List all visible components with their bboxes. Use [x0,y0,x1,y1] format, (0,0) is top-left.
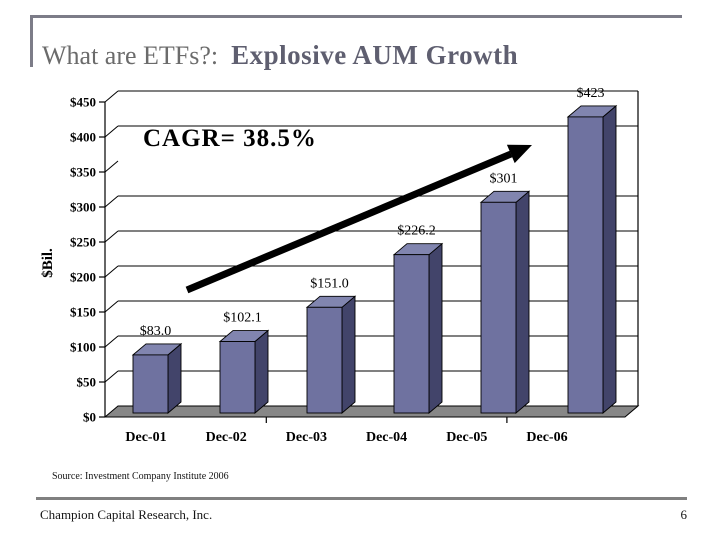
bar [219,341,256,414]
trend-arrow-head [506,144,532,164]
footer-divider [36,497,687,500]
x-category-label: Dec-04 [366,430,407,445]
y-grid-diagonal [104,300,119,313]
bar-side-face [515,190,530,414]
y-grid-diagonal [104,370,119,383]
footer-company: Champion Capital Research, Inc. [40,507,213,522]
y-tick-label: $0 [83,410,96,425]
bar-value-label: $226.2 [397,224,436,239]
y-axis-title: $Bil. [40,248,56,278]
trend-arrow-shaft [185,150,513,294]
y-tick-label: $450 [70,95,96,110]
slide-title: What are ETFs?: Explosive AUM Growth [42,40,519,71]
bar-side-face [341,295,356,414]
y-grid-diagonal [104,125,119,138]
bar-value-label: $83.0 [140,324,172,339]
bar-side-face [428,242,443,414]
bar [306,306,343,414]
bar [393,254,430,414]
bar-value-label: $301 [490,171,518,186]
y-grid-diagonal [104,265,119,278]
cagr-annotation: CAGR= 38.5% [143,125,317,152]
page-number: 6 [680,507,688,522]
x-category-label: Dec-02 [206,430,247,445]
title-rule-horizontal [30,15,682,18]
y-tick-label: $100 [70,340,96,355]
bar [567,116,604,414]
title-main: Explosive AUM Growth [231,40,519,70]
y-tick-label: $200 [70,270,96,285]
y-grid-diagonal [104,335,119,348]
bar-value-label: $102.1 [223,311,262,326]
x-category-label: Dec-03 [286,430,327,445]
chart-floor [103,405,640,418]
y-grid-diagonal [104,195,119,208]
bar-side-face [254,329,269,414]
y-grid-diagonal [104,160,119,173]
y-tick-label: $350 [70,165,96,180]
title-rule-vertical [30,15,33,67]
x-category-label: Dec-06 [526,430,567,445]
x-category-label: Dec-05 [446,430,487,445]
y-grid-diagonal [104,90,119,103]
bar-side-face [167,342,182,414]
bar-side-face [602,104,617,414]
y-tick-label: $50 [77,375,97,390]
bar-value-label: $423 [577,86,605,101]
x-category-label: Dec-01 [125,430,166,445]
y-tick-label: $150 [70,305,96,320]
y-tick-label: $300 [70,200,96,215]
bar [480,201,517,414]
bar [132,354,169,414]
bar-value-label: $151.0 [310,276,349,291]
title-prefix: What are ETFs?: [42,41,219,70]
source-note: Source: Investment Company Institute 200… [52,471,229,482]
y-grid-diagonal [104,230,119,243]
y-tick-label: $250 [70,235,96,250]
y-tick-label: $400 [70,130,96,145]
